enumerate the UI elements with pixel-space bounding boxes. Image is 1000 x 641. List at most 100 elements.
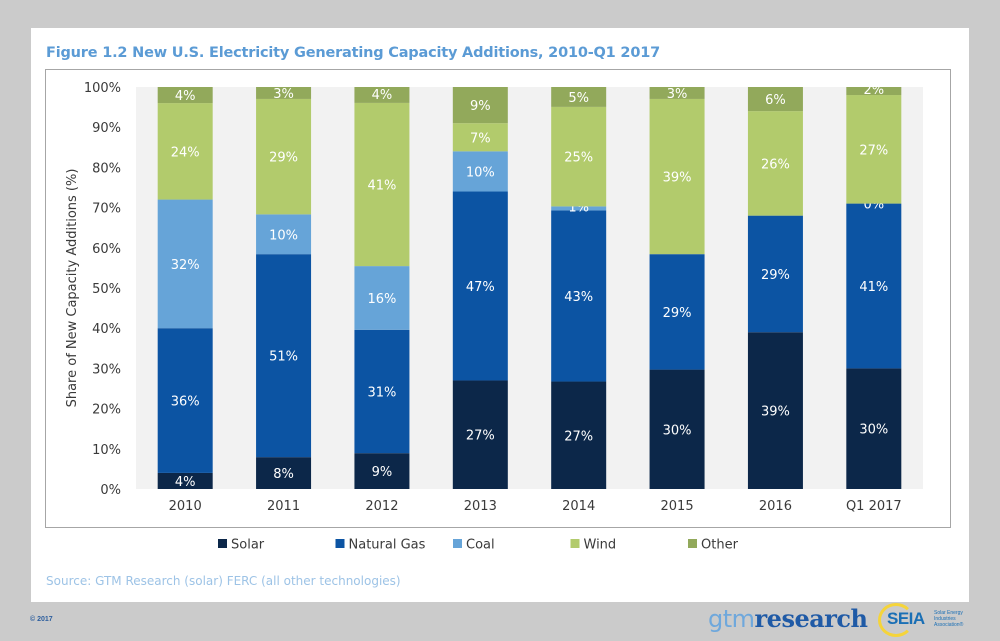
data-label: 25% [564,151,593,166]
bar-segment-solar [157,472,213,489]
gtm-logo-prefix: gtm [708,605,755,633]
legend: Solar Natural Gas Coal Wind Other [218,538,739,553]
bar-segment-solar [354,453,410,489]
data-label: 5% [568,91,589,106]
bar-segment-solar [846,368,902,489]
bar-segment-wind [157,103,213,200]
data-label: 4% [175,475,196,490]
data-label: 10% [466,165,495,180]
source-note: Source: GTM Research (solar) FERC (all o… [46,574,401,588]
bar-segment-natural-gas [649,254,705,370]
data-label: 3% [667,87,688,102]
bar-segment-natural-gas [256,254,312,458]
bar-segment-coal [256,214,312,255]
data-label: 26% [761,157,790,172]
y-tick-label: 30% [92,362,121,377]
data-label: 9% [372,465,393,480]
seia-logo-subtitle: Solar Energy Industries Association® [934,610,964,628]
data-label: 51% [269,350,298,365]
gtm-research-logo: gtmresearch [708,604,868,633]
y-tick-label: 60% [92,242,121,257]
data-label: 27% [859,143,888,158]
data-label: 47% [466,280,495,295]
x-tick-label: 2012 [365,499,398,514]
x-axis-ticks: 2010 2011 2012 2013 2014 2015 2016 Q1 2017 [169,499,902,514]
bar-segment-wind [354,102,410,267]
bar-stack-2010: 4% 36% 32% 24% 4% [157,87,213,490]
bar-segment-wind [452,123,508,152]
bar-segment-coal [551,206,607,211]
data-label: 4% [372,88,393,103]
data-label: 30% [663,423,692,438]
sun-ring-icon [878,603,914,637]
bar-segment-natural-gas [846,203,902,369]
y-axis-ticks: 0% 10% 20% 30% 40% 50% 60% 70% 80% 90% 100% [84,81,121,498]
bars: 4% 36% 32% 24% 4% 8% 51% 10% 29% 3% 9% 31% 16% 41% 4% 2… [157,83,902,490]
plot-area [136,87,923,489]
legend-item-natural-gas: Natural Gas [335,538,426,553]
data-label: 41% [367,179,396,194]
data-label: 39% [663,171,692,186]
data-label: 16% [367,292,396,307]
data-label: 30% [859,423,888,438]
x-tick-label: 2014 [562,499,595,514]
gtm-logo-suffix: research [754,604,868,633]
bar-segment-other [157,87,213,104]
legend-swatch [218,539,227,548]
bar-segment-wind [846,95,902,204]
x-tick-label: 2010 [169,499,202,514]
data-label: 32% [171,258,200,273]
y-tick-label: 50% [92,282,121,297]
bar-segment-other [551,87,607,107]
bar-segment-wind [649,98,705,255]
data-label: 41% [859,280,888,295]
bar-segment-other [747,87,803,112]
bar-segment-coal [157,199,213,329]
data-label: 29% [269,151,298,166]
legend-swatch [688,539,697,548]
legend-swatch [335,539,345,548]
bar-segment-natural-gas [747,215,803,333]
data-label: 4% [175,89,196,104]
x-tick-label: 2011 [267,499,300,514]
bar-segment-other [354,87,410,103]
legend-label: Solar [231,538,265,553]
y-tick-label: 70% [92,202,121,217]
bar-segment-wind [256,98,312,215]
legend-item-coal: Coal [453,538,495,553]
bar-segment-solar [256,457,312,489]
data-label: 27% [564,429,593,444]
bar-segment-natural-gas [551,210,607,382]
bar-stack-2011: 8% 51% 10% 29% 3% [256,87,312,489]
y-tick-label: 40% [92,322,121,337]
legend-label: Coal [466,538,495,553]
y-tick-label: 20% [92,403,121,418]
bar-segment-natural-gas [452,191,508,381]
data-label: 2% [864,83,885,98]
data-label: 10% [269,228,298,243]
bar-stack-2015: 30% 29% 39% 3% [649,87,705,489]
seia-logo-text: SEIA [887,609,925,628]
bar-segment-other [452,87,508,124]
legend-swatch [453,539,462,548]
bar-segment-other [649,87,705,99]
y-axis-label: Share of New Capacity Additions (%) [65,169,80,408]
y-tick-label: 100% [84,81,121,96]
data-label: 8% [273,467,294,482]
bar-segment-other [846,87,902,96]
bar-stack-2014: 27%43%1%25%5% [551,87,607,489]
data-label: 31% [367,385,396,400]
bar-segment-coal [452,151,508,192]
data-label: 29% [663,306,692,321]
bar-segment-wind [747,111,803,216]
bar-segment-solar [649,369,705,489]
figure-title: Figure 1.2 New U.S. Electricity Generati… [46,45,660,61]
seia-logo: SEIA Solar Energy Industries Association… [878,603,970,639]
bar-stack-q1-2017: 30%41%0%27%2% [846,83,902,489]
data-label: 36% [171,395,200,410]
data-label: 3% [273,87,294,102]
bar-stack-2012: 9% 31% 16% 41% 4% [354,87,410,489]
x-tick-label: 2013 [464,499,497,514]
data-label: 6% [765,93,786,108]
bar-segment-natural-gas [157,328,213,473]
